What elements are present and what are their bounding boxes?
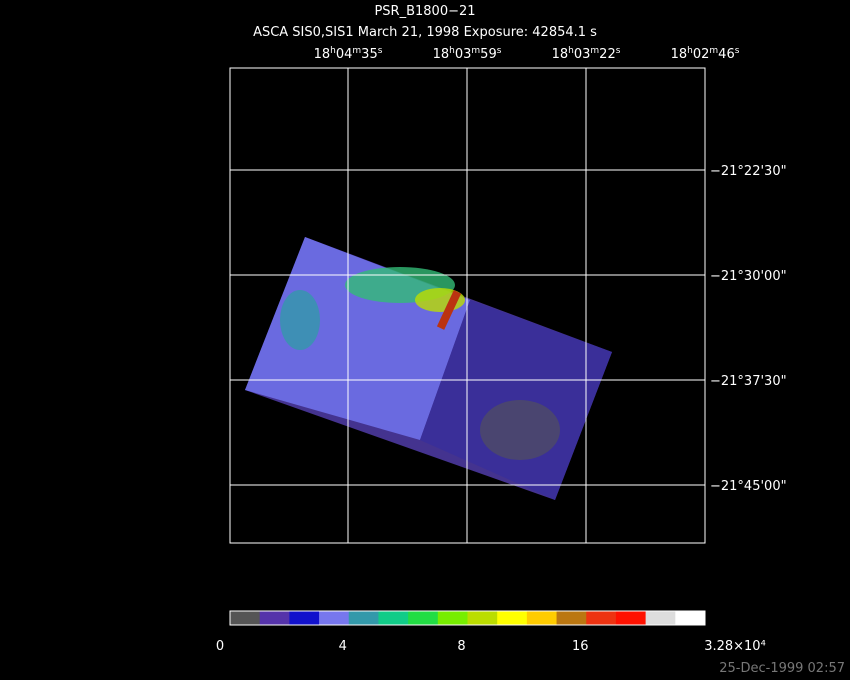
ra-tick-label: 18h04m35s [314, 46, 383, 62]
colorbar-swatch [586, 611, 617, 625]
dec-tick-label: −21°45'00" [710, 479, 787, 494]
colorbar-swatch [497, 611, 528, 625]
emission-blob [436, 290, 462, 330]
emission-blob [480, 400, 560, 460]
colorbar-swatch [408, 611, 439, 625]
colorbar-swatch [289, 611, 320, 625]
colorbar-swatch [230, 611, 261, 625]
colorbar-swatch [437, 611, 468, 625]
ra-tick-label: 18h02m46s [671, 46, 740, 62]
emission-blob [280, 290, 320, 350]
colorbar-label: 3.28×10⁴ [704, 639, 766, 654]
ra-tick-label: 18h03m59s [433, 46, 502, 62]
colorbar-swatch [675, 611, 706, 625]
colorbar: 0 4 8 16 3.28×10⁴ [216, 610, 766, 654]
dec-tick-label: −21°22'30" [710, 164, 787, 179]
sky-image [245, 237, 612, 500]
colorbar-swatch [467, 611, 498, 625]
colorbar-swatch [259, 611, 290, 625]
colorbar-swatch [526, 611, 558, 625]
colorbar-label: 0 [216, 639, 224, 654]
colorbar-label: 16 [572, 639, 589, 654]
colorbar-swatch [615, 611, 647, 625]
timestamp: 25-Dec-1999 02:57 [719, 661, 845, 676]
colorbar-frame [229, 610, 706, 626]
dec-tick-label: −21°30'00" [710, 269, 787, 284]
colorbar-swatch [319, 611, 350, 625]
title: PSR_B1800−21 [374, 4, 475, 19]
dec-tick-label: −21°37'30" [710, 374, 787, 389]
colorbar-swatch [645, 611, 676, 625]
subtitle: ASCA SIS0,SIS1 March 21, 1998 Exposure: … [253, 25, 597, 40]
colorbar-label: 4 [339, 639, 347, 654]
ra-tick-label: 18h03m22s [552, 46, 621, 62]
colorbar-swatch [378, 611, 409, 625]
colorbar-swatch [348, 611, 379, 625]
colorbar-label: 8 [457, 639, 465, 654]
dim-region [420, 300, 612, 500]
colorbar-swatch [556, 611, 587, 625]
grid: 18h04m35s 18h03m59s 18h03m22s 18h02m46s −21°… [230, 46, 787, 543]
